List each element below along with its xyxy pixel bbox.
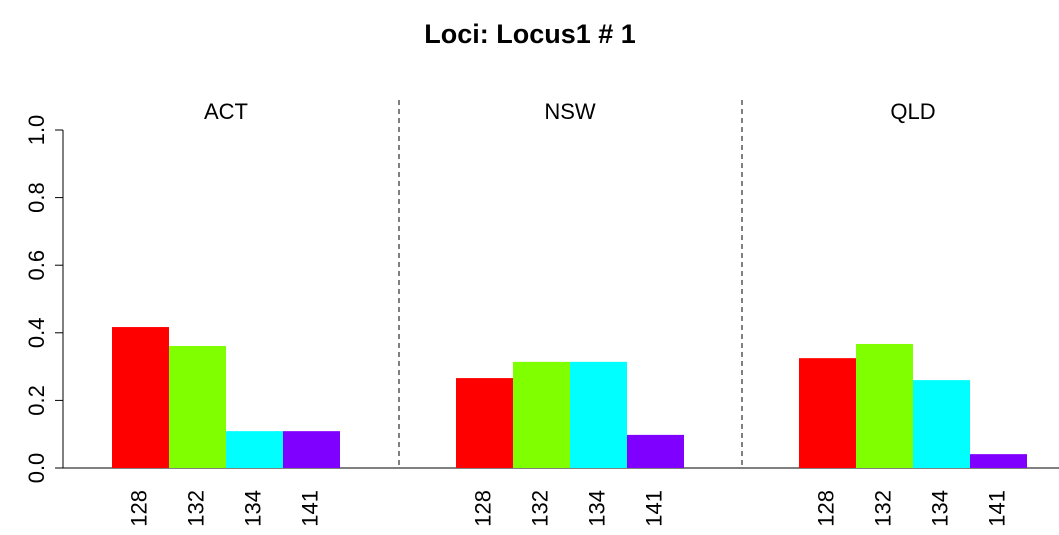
panel-title: NSW xyxy=(544,99,596,124)
bar xyxy=(570,361,627,468)
bar xyxy=(112,327,169,468)
bar xyxy=(283,431,340,468)
x-tick-label: 132 xyxy=(870,490,895,527)
bar xyxy=(856,343,913,468)
x-tick-label: 132 xyxy=(527,490,552,527)
bar xyxy=(226,431,283,468)
y-tick-label: 0.2 xyxy=(24,385,49,416)
bar xyxy=(627,434,684,468)
y-tick-label: 1.0 xyxy=(24,115,49,146)
panel-title: QLD xyxy=(890,99,935,124)
y-tick-label: 0.4 xyxy=(24,318,49,349)
chart-title: Loci: Locus1 # 1 xyxy=(424,19,636,49)
x-tick-label: 134 xyxy=(927,490,952,527)
x-tick-label: 128 xyxy=(813,490,838,527)
x-tick-label: 141 xyxy=(984,490,1009,527)
y-tick-label: 0.8 xyxy=(24,182,49,213)
x-tick-label: 132 xyxy=(183,490,208,527)
bar xyxy=(970,454,1027,468)
bar xyxy=(456,378,513,468)
x-tick-label: 128 xyxy=(126,490,151,527)
x-tick-label: 141 xyxy=(297,490,322,527)
x-tick-label: 128 xyxy=(470,490,495,527)
bar xyxy=(169,345,226,468)
bar xyxy=(513,361,570,468)
y-tick-label: 0.6 xyxy=(24,250,49,281)
panel-title: ACT xyxy=(204,99,248,124)
bar xyxy=(799,358,856,468)
x-tick-label: 141 xyxy=(641,490,666,527)
x-tick-label: 134 xyxy=(584,490,609,527)
x-tick-label: 134 xyxy=(240,490,265,527)
bar xyxy=(913,380,970,468)
y-tick-label: 0.0 xyxy=(24,453,49,484)
